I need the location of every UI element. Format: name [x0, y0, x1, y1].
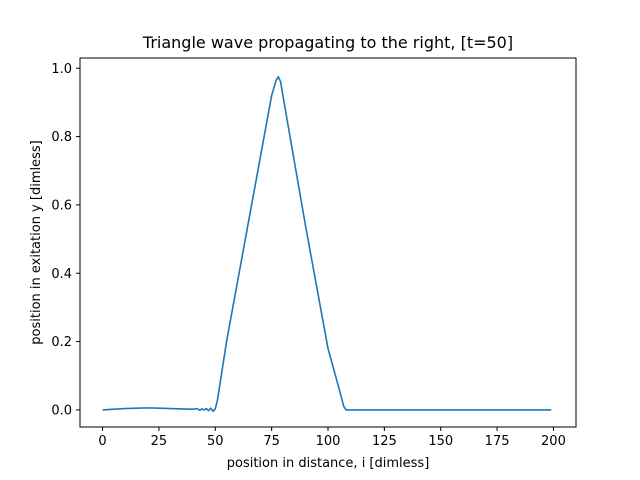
y-tick-label: 0.6: [51, 198, 72, 213]
x-tick-label: 175: [485, 434, 510, 449]
x-axis-label: position in distance, i [dimless]: [227, 456, 430, 471]
y-tick-label: 0.2: [51, 335, 72, 350]
x-tick-label: 0: [98, 434, 106, 449]
x-tick-label: 100: [316, 434, 341, 449]
x-tick-label: 25: [151, 434, 168, 449]
y-axis-ticks: 0.0 0.2 0.4 0.6 0.8 1.0: [51, 62, 80, 418]
y-tick-label: 0.4: [51, 267, 72, 282]
y-tick-label: 1.0: [51, 62, 72, 77]
x-tick-label: 75: [263, 434, 280, 449]
y-axis-label: position in exitation y [dimless]: [29, 140, 44, 344]
series-line-0: [102, 75, 552, 413]
x-tick-label: 150: [428, 434, 453, 449]
y-tick-label: 0.8: [51, 130, 72, 145]
x-tick-label: 125: [372, 434, 397, 449]
x-tick-label: 50: [207, 434, 224, 449]
y-tick-label: 0.0: [51, 403, 72, 418]
x-axis-ticks: 0 25 50 75 100 125 150 175 200: [98, 427, 566, 449]
x-tick-label: 200: [541, 434, 566, 449]
plot-frame: [79, 57, 577, 428]
chart-title: Triangle wave propagating to the right, …: [142, 33, 513, 52]
series-layer: [102, 75, 552, 413]
